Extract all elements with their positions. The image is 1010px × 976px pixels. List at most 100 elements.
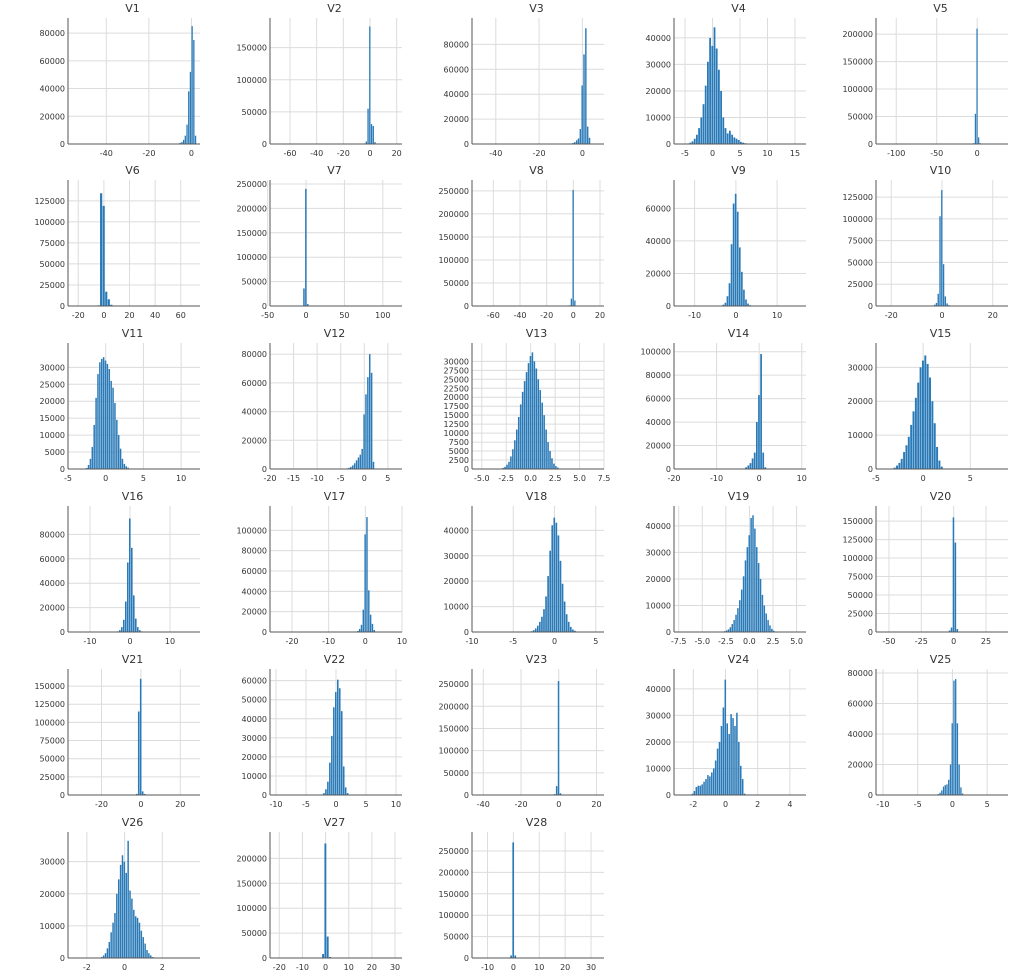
histogram-bar [100,193,103,306]
histogram-bar [112,922,114,958]
histogram-bar [363,414,365,469]
histogram-bar [142,937,144,958]
histogram-bar [948,630,951,632]
histogram-bar [910,424,913,469]
histogram-plot: 0 50000 100000 150000 200000 250000 -40 -20 0 20 [438,669,604,809]
y-tick-label: 125000 [34,197,65,206]
histogram-bar [699,785,701,795]
histogram-panel-v17: V17 0 20000 40000 60000 80000 100000 -20 -10 0 10 [212,490,407,650]
y-tick-label: 60000 [646,395,671,404]
histogram-bar [760,354,762,469]
histogram-bar [900,458,903,469]
x-tick-label: 0 [362,474,367,483]
histogram-bar [555,466,557,469]
histogram-bar [129,518,131,632]
histogram-plot: 0 50000 100000 150000 200000 -20 -10 0 10 20 30 [236,832,402,972]
y-tick-label: 100000 [842,554,873,563]
histogram-plot: 0 20000 40000 60000 80000 100000 -20 -10 0 10 [236,506,407,646]
histogram-bar [741,779,744,795]
x-tick-label: -5.0 [694,637,710,646]
y-tick-label: 75000 [848,237,873,246]
y-tick-label: 100000 [236,904,267,913]
histogram-bar [104,953,107,958]
histogram-bar [102,955,105,958]
histogram-bar [919,367,922,469]
histogram-bar [324,843,327,958]
histogram-bar [194,135,197,144]
histogram-bar [722,117,725,144]
histogram-bar [588,137,591,144]
histogram-bar [119,630,121,632]
histogram-panel-v20: V20 0 25000 50000 75000 100000 125000 150000 -50… [818,490,1010,650]
histogram-bar [133,909,135,958]
histogram-bar [127,840,129,958]
y-tick-label: 0 [262,302,267,311]
y-tick-label: 50000 [242,108,267,117]
y-tick-label: 200000 [438,868,469,877]
y-tick-label: 150000 [438,724,469,733]
histogram-bar [512,842,515,958]
histogram-bar [921,360,924,469]
y-tick-label: 0 [464,628,469,637]
y-tick-label: 0 [868,302,873,311]
x-tick-label: 30 [390,963,400,972]
chart-title: V20 [929,490,952,503]
histogram-bar [743,289,745,306]
histogram-bar [106,948,109,958]
histogram-bar [539,621,541,632]
histogram-bar [754,528,756,632]
histogram-plot: 0 10000 20000 30000 40000 -2 0 2 4 [646,669,806,809]
histogram-bar [148,953,150,958]
x-tick-label: -2.5 [498,474,514,483]
x-tick-label: 0 [921,474,926,483]
histogram-bar [114,402,116,469]
histogram-bar [572,629,574,632]
y-tick-label: 50000 [848,591,873,600]
y-tick-label: 250000 [438,680,469,689]
histogram-bar [557,680,560,795]
histogram-bar [504,466,506,469]
histogram-bar [937,293,939,306]
x-tick-label: -20 [263,474,276,483]
histogram-bar [559,793,562,795]
x-tick-label: 10 [772,311,782,320]
histogram-bar [944,785,946,795]
histogram-bar [519,404,522,469]
y-tick-label: 50000 [40,260,65,269]
y-tick-label: 25000 [40,281,65,290]
x-tick-label: 2 [755,800,760,809]
histogram-bar [720,90,722,144]
histogram-bar [727,629,730,632]
x-tick-label: -5 [914,800,922,809]
y-tick-label: 60000 [242,677,267,686]
histogram-bar [521,391,524,469]
x-tick-label: 5 [593,637,598,646]
histogram-bar [559,560,562,632]
y-tick-label: 0 [262,465,267,474]
histogram-panel-v12: V12 0 20000 40000 60000 80000 -20 -15 -10 -5 0 5 [212,327,404,487]
chart-title: V9 [731,164,746,177]
x-tick-label: 10 [391,800,401,809]
y-tick-label: 0 [868,465,873,474]
histogram-bar [344,787,347,795]
x-tick-label: 0 [127,637,132,646]
histogram-bar [758,395,760,469]
histogram-bar [342,766,345,795]
histogram-panel-v26: V26 0 10000 20000 30000 -2 0 2 [10,816,202,976]
y-tick-label: 0 [464,140,469,149]
x-tick-label: 40 [150,311,160,320]
histogram-panel-v8: V8 0 50000 100000 150000 200000 250000 -60 -40 -2… [414,164,606,324]
histogram-bar [352,465,354,469]
histogram-bar [704,85,707,144]
histogram-bar [139,678,142,795]
y-tick-label: 0 [262,791,267,800]
histogram-bar [956,629,959,632]
y-tick-label: 0 [464,302,469,311]
histogram-bar [516,429,518,469]
histogram-bar [506,464,508,469]
histogram-bar [941,790,943,795]
histogram-bar [743,793,746,795]
histogram-panel-v18: V18 0 10000 20000 30000 40000 -10 -5 0 5 [414,490,606,650]
histogram-bar [104,360,107,469]
histogram-bar [305,188,307,306]
